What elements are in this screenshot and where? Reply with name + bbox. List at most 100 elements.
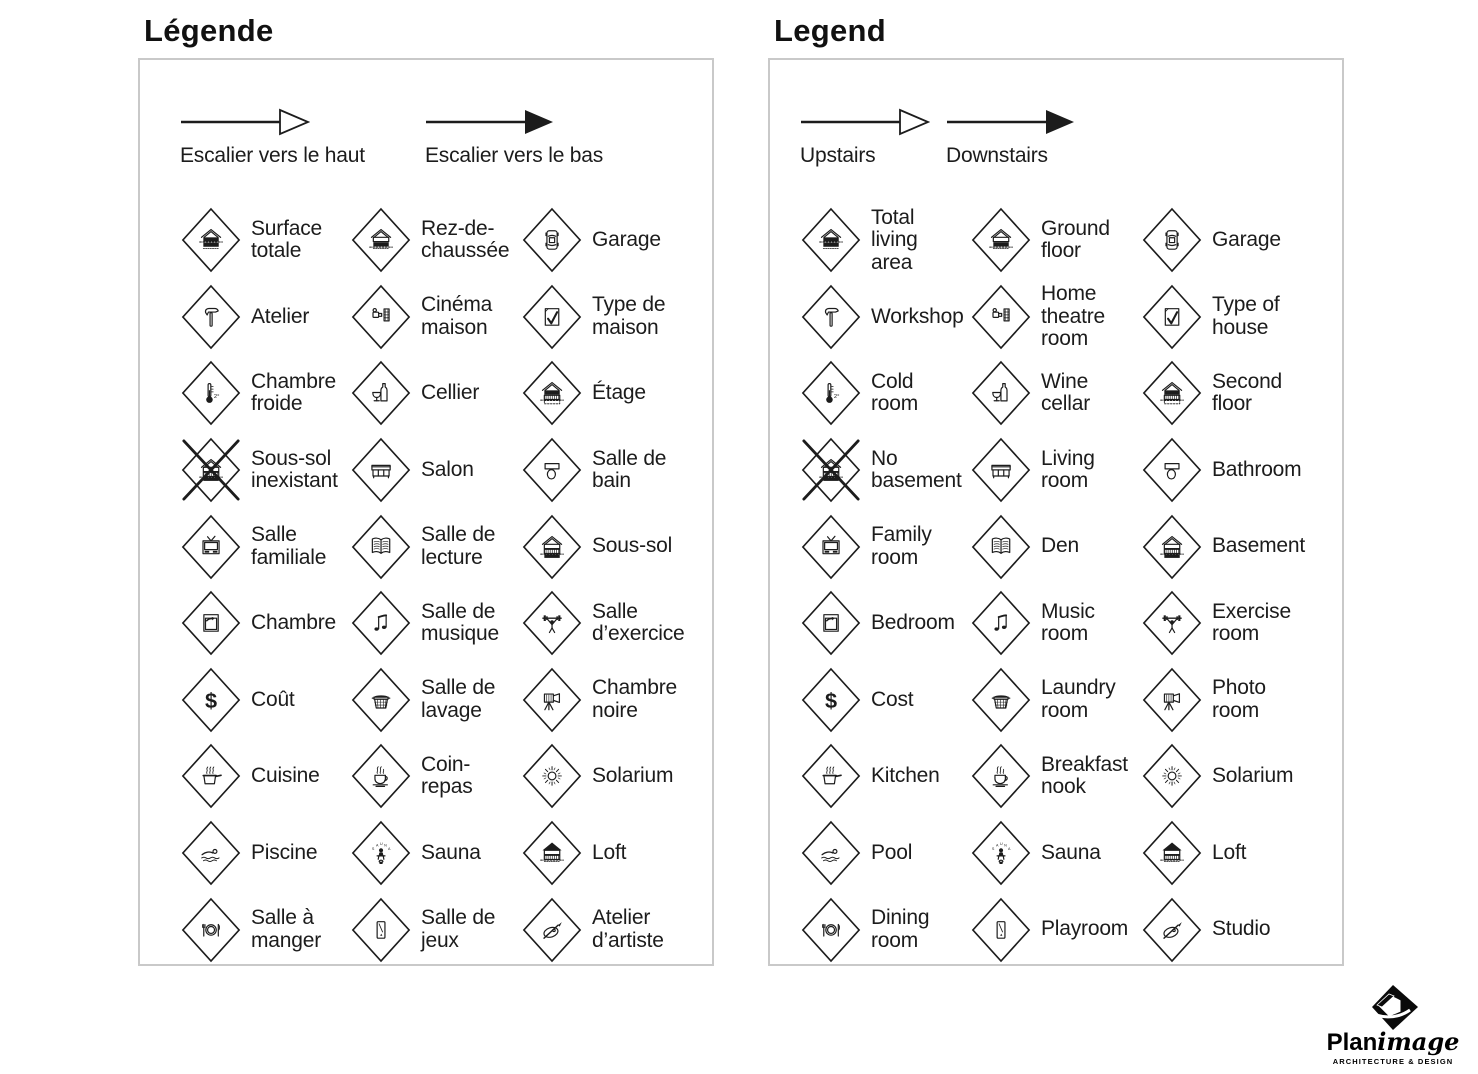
- legend-item-kitchen: Cuisine: [180, 742, 350, 810]
- photo-room-icon: [1142, 667, 1202, 733]
- sauna-icon: SA U NA: [971, 820, 1031, 886]
- arrow-key-french: Escalier vers le haut Escalier vers le ba…: [180, 90, 712, 202]
- arrow-label: Upstairs: [800, 144, 876, 167]
- legend-item-label: Sauna: [421, 840, 481, 864]
- studio-icon: [1142, 897, 1202, 962]
- logo-word-plan: Plan: [1326, 1029, 1378, 1056]
- legend-item-label: Home theatre room: [1041, 282, 1105, 351]
- loft-icon: [522, 820, 582, 886]
- legend-item-label: Sous-sol inexistant: [251, 446, 338, 493]
- legend-item-label: Salle de lavage: [421, 676, 496, 722]
- legend-item-label: Sous-sol: [592, 534, 673, 558]
- legend-item-label: Salle d’exercice: [592, 599, 685, 646]
- legend-item-label: Pool: [871, 840, 913, 864]
- ground-floor-icon: [351, 208, 411, 273]
- legend-item-type-of-house: Type of house: [1141, 283, 1342, 351]
- legend-item-no-basement: Sous-sol inexistant: [180, 436, 350, 504]
- second-floor-icon: [1142, 361, 1202, 426]
- legend-item-loft: Loft: [521, 819, 712, 887]
- legend-item-label: Loft: [1212, 840, 1247, 864]
- legend-box-english: Upstairs Downstairs Total living area Grou…: [768, 58, 1344, 966]
- wine-cellar-icon: [971, 361, 1031, 426]
- legend-item-label: Rez-de- chaussée: [421, 216, 510, 263]
- panel-english: Legend Upstairs Downstairs Total living a…: [768, 4, 1344, 966]
- legend-item-living-room: Salon: [350, 436, 521, 504]
- legend-item-label: Cuisine: [251, 764, 320, 788]
- legend-item-label: Solarium: [1212, 764, 1294, 788]
- stairs-up-arrow-key: Escalier vers le haut: [180, 90, 425, 168]
- legend-item-label: Sauna: [1041, 840, 1101, 864]
- legend-item-photo-room: Chambre noire: [521, 666, 712, 734]
- stairs-down-arrow: [426, 110, 553, 134]
- arrow-label: Escalier vers le bas: [425, 144, 604, 167]
- legend-item-label: Basement: [1212, 534, 1305, 558]
- svg-text:U: U: [1000, 842, 1003, 846]
- legend-item-den: Den: [970, 513, 1141, 581]
- legend-item-wine-cellar: Cellier: [350, 359, 521, 427]
- panel-french: Légende Escalier vers le haut Escalier ve…: [138, 4, 714, 966]
- legend-item-bedroom: Chambre: [180, 589, 350, 657]
- playroom-icon: [971, 897, 1031, 962]
- legend-item-solarium: Solarium: [1141, 742, 1342, 810]
- home-theatre-icon: [971, 284, 1031, 350]
- legend-item-label: Cellier: [421, 381, 480, 405]
- legend-item-studio: Studio: [1141, 896, 1342, 964]
- legend-item-label: Atelier d’artiste: [592, 906, 664, 952]
- bedroom-icon: [801, 591, 861, 656]
- svg-text:N: N: [1004, 843, 1007, 847]
- legend-item-label: Family room: [871, 523, 932, 569]
- legend-item-label: Solarium: [592, 764, 674, 788]
- svg-text:2°: 2°: [834, 394, 840, 400]
- no-basement-icon: [801, 437, 861, 503]
- workshop-icon: [181, 284, 241, 350]
- legend-item-label: Cost: [871, 687, 914, 711]
- legend-item-cold-room: 2° Cold room: [800, 359, 970, 427]
- laundry-room-icon: [351, 667, 411, 733]
- legend-item-workshop: Atelier: [180, 283, 350, 351]
- type-of-house-icon: [1142, 284, 1202, 350]
- legend-item-label: Breakfast nook: [1041, 752, 1128, 799]
- legend-item-label: Wine cellar: [1041, 370, 1090, 416]
- legend-item-label: Chambre froide: [251, 370, 336, 416]
- stairs-up-arrow: [181, 108, 310, 136]
- svg-text:A: A: [996, 843, 999, 847]
- arrow-label: Escalier vers le haut: [180, 144, 365, 167]
- family-room-icon: [801, 514, 861, 579]
- legend-item-label: Étage: [592, 381, 646, 405]
- basement-icon: [522, 514, 582, 579]
- legend-item-label: Salle de bain: [592, 446, 667, 493]
- svg-text:$: $: [205, 688, 217, 713]
- legend-item-basement: Basement: [1141, 513, 1342, 581]
- family-room-icon: [181, 514, 241, 579]
- legend-item-type-of-house: Type de maison: [521, 283, 712, 351]
- legend-item-bathroom: Salle de bain: [521, 436, 712, 504]
- legend-item-workshop: Workshop: [800, 283, 970, 351]
- legend-item-music-room: Music room: [970, 589, 1141, 657]
- photo-room-icon: [522, 667, 582, 733]
- legend-item-ground-floor: Rez-de- chaussée: [350, 206, 521, 274]
- legend-item-sauna: S A U N A Sauna: [350, 819, 521, 887]
- no-basement-icon: [181, 437, 241, 503]
- legend-item-label: Chambre noire: [592, 676, 677, 722]
- loft-icon: [1142, 820, 1202, 886]
- legend-item-label: Type de maison: [592, 293, 666, 339]
- planimage-logo: Planimage ARCHITECTURE & DESIGN: [1314, 984, 1472, 1066]
- legend-item-second-floor: Second floor: [1141, 359, 1342, 427]
- svg-text:2°: 2°: [214, 394, 220, 400]
- legend-item-label: Photo room: [1212, 676, 1266, 722]
- legend-item-breakfast-nook: Breakfast nook: [970, 742, 1141, 810]
- legend-grid-english: Total living area Ground floor Garage Works…: [800, 202, 1342, 968]
- cold-room-icon: 2°: [801, 361, 861, 426]
- legend-item-label: Loft: [592, 840, 627, 864]
- living-room-icon: [351, 437, 411, 503]
- legend-item-family-room: Family room: [800, 513, 970, 581]
- svg-text:N: N: [384, 843, 387, 847]
- legend-item-label: Salle de musique: [421, 599, 499, 646]
- legend-item-label: Atelier: [251, 304, 310, 328]
- type-of-house-icon: [522, 284, 582, 350]
- basement-icon: [1142, 514, 1202, 579]
- cost-icon: $: [801, 667, 861, 733]
- legend-item-label: Garage: [592, 228, 661, 252]
- bedroom-icon: [181, 591, 241, 656]
